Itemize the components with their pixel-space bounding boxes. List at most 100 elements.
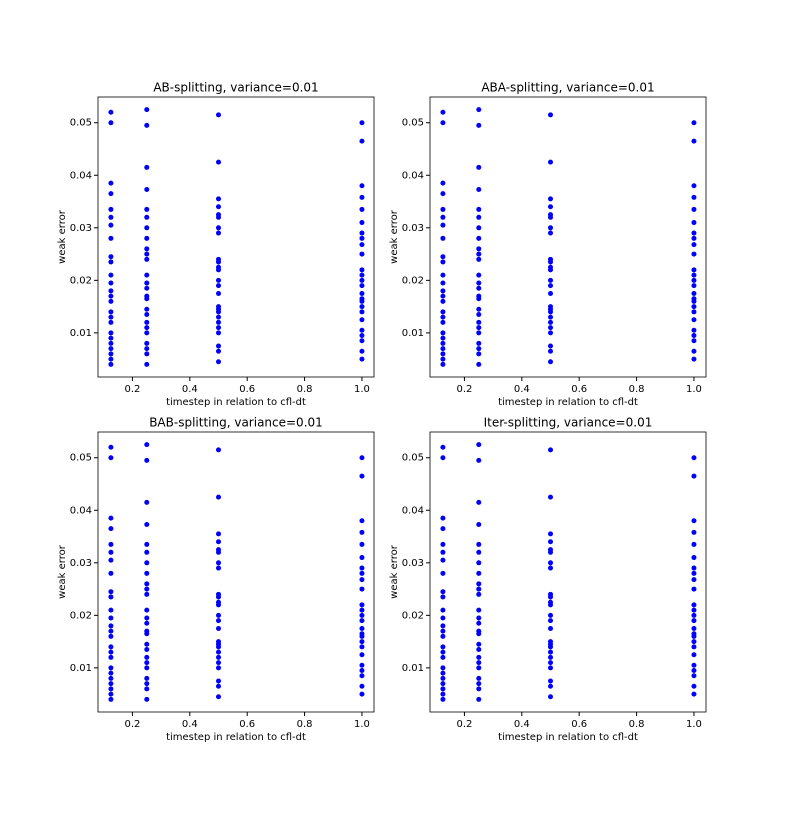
point	[691, 183, 697, 189]
point	[108, 681, 114, 687]
point	[547, 618, 553, 624]
point	[144, 570, 150, 576]
x-tick-label: 1.0	[354, 384, 370, 395]
point	[108, 330, 114, 336]
point	[108, 298, 114, 304]
point	[144, 560, 150, 566]
point	[547, 660, 553, 666]
point	[691, 309, 697, 315]
point	[691, 455, 697, 461]
point	[215, 549, 221, 555]
point	[440, 665, 446, 671]
point	[476, 330, 482, 336]
point	[547, 654, 553, 660]
point	[108, 675, 114, 681]
point	[144, 541, 150, 547]
point	[359, 283, 365, 289]
point	[476, 306, 482, 312]
point	[547, 159, 553, 165]
point	[144, 615, 150, 621]
point	[691, 691, 697, 697]
point	[108, 361, 114, 367]
point	[547, 319, 553, 325]
x-tick-label: 0.4	[514, 384, 530, 395]
point	[476, 361, 482, 367]
point	[691, 673, 697, 679]
point	[215, 283, 221, 289]
point	[440, 549, 446, 555]
point	[691, 612, 697, 618]
point	[144, 620, 150, 626]
point	[215, 259, 221, 265]
point	[359, 577, 365, 583]
point	[359, 570, 365, 576]
point	[476, 442, 482, 448]
point	[476, 581, 482, 587]
point	[108, 340, 114, 346]
subplot-title: ABA-splitting, variance=0.01	[481, 81, 654, 95]
point	[108, 444, 114, 450]
point	[476, 319, 482, 325]
x-tick-label: 0.2	[124, 719, 140, 730]
subplot-title: BAB-splitting, variance=0.01	[149, 416, 323, 430]
point	[359, 230, 365, 236]
point	[359, 633, 365, 639]
point	[144, 665, 150, 671]
point	[108, 607, 114, 613]
point	[440, 557, 446, 563]
point	[359, 612, 365, 618]
point	[440, 633, 446, 639]
point	[359, 298, 365, 304]
y-tick-label: 0.05	[70, 453, 92, 464]
point	[476, 570, 482, 576]
point	[215, 560, 221, 566]
point	[144, 272, 150, 278]
point	[476, 631, 482, 637]
point	[691, 283, 697, 289]
point	[476, 620, 482, 626]
point	[691, 348, 697, 354]
point	[547, 230, 553, 236]
point	[215, 277, 221, 283]
point	[144, 351, 150, 357]
point	[476, 646, 482, 652]
point	[476, 246, 482, 252]
point	[476, 615, 482, 621]
point	[108, 670, 114, 676]
point	[547, 678, 553, 684]
point	[476, 654, 482, 660]
y-axis-label: weak error	[57, 544, 68, 599]
point	[215, 618, 221, 624]
point	[359, 555, 365, 561]
point	[440, 280, 446, 286]
point	[476, 696, 482, 702]
point	[215, 343, 221, 349]
point	[108, 557, 114, 563]
point	[440, 293, 446, 299]
point	[440, 309, 446, 315]
point	[359, 183, 365, 189]
y-axis-label: weak error	[57, 209, 68, 264]
point	[359, 251, 365, 257]
point	[144, 340, 150, 346]
point	[691, 272, 697, 278]
point	[144, 246, 150, 252]
point	[215, 214, 221, 220]
y-tick-label: 0.04	[402, 505, 424, 516]
point	[144, 330, 150, 336]
point	[476, 607, 482, 613]
point	[440, 298, 446, 304]
point	[144, 696, 150, 702]
point	[691, 332, 697, 338]
point	[476, 586, 482, 592]
point	[359, 356, 365, 362]
point	[440, 526, 446, 532]
point	[440, 259, 446, 265]
point	[215, 204, 221, 210]
point	[108, 633, 114, 639]
point	[359, 586, 365, 592]
point	[108, 120, 114, 126]
point	[215, 325, 221, 331]
point	[547, 112, 553, 118]
point	[215, 683, 221, 689]
